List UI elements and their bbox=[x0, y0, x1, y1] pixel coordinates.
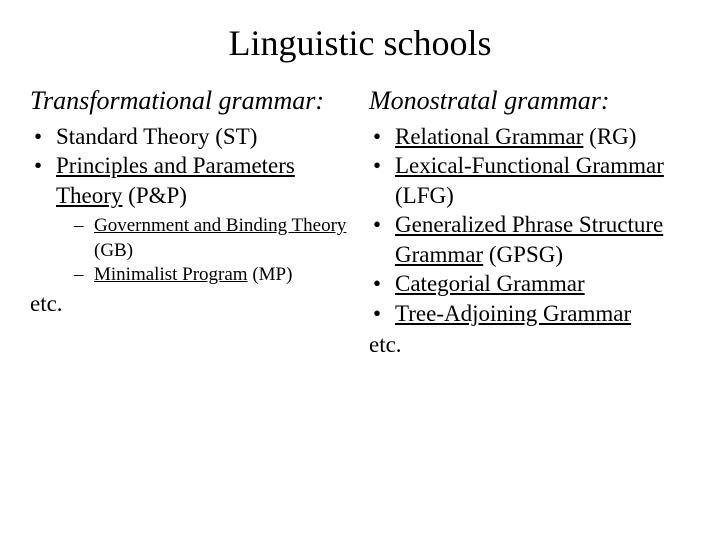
list-item-link[interactable]: Tree-Adjoining Grammar bbox=[395, 301, 631, 326]
right-list: Relational Grammar (RG) Lexical-Function… bbox=[369, 122, 690, 328]
list-item-text: (GPSG) bbox=[483, 242, 563, 267]
list-item-link[interactable]: Lexical-Functional Grammar bbox=[395, 153, 664, 178]
list-item-text: (MP) bbox=[248, 264, 293, 285]
list-item-link[interactable]: Government and Binding Theory bbox=[94, 215, 346, 236]
list-item: Categorial Grammar bbox=[369, 269, 690, 298]
list-item-link[interactable]: Relational Grammar bbox=[395, 124, 583, 149]
left-column: Transformational grammar: Standard Theor… bbox=[30, 86, 351, 358]
list-item-text: Standard Theory (ST) bbox=[56, 124, 257, 149]
left-heading: Transformational grammar: bbox=[30, 86, 351, 116]
left-list: Standard Theory (ST) Principles and Para… bbox=[30, 122, 351, 287]
right-column: Monostratal grammar: Relational Grammar … bbox=[369, 86, 690, 358]
list-item: Generalized Phrase Structure Grammar (GP… bbox=[369, 210, 690, 269]
list-item: Relational Grammar (RG) bbox=[369, 122, 690, 151]
right-etc: etc. bbox=[369, 332, 690, 358]
list-item: Tree-Adjoining Grammar bbox=[369, 299, 690, 328]
list-item: Standard Theory (ST) bbox=[30, 122, 351, 151]
list-item-link[interactable]: Categorial Grammar bbox=[395, 271, 585, 296]
slide: Linguistic schools Transformational gram… bbox=[0, 0, 720, 540]
left-sublist: Government and Binding Theory (GB) Minim… bbox=[72, 214, 351, 287]
list-item: Government and Binding Theory (GB) bbox=[72, 214, 351, 263]
columns: Transformational grammar: Standard Theor… bbox=[30, 86, 690, 358]
list-item-text: (P&P) bbox=[122, 183, 187, 208]
list-item: Principles and Parameters Theory (P&P) G… bbox=[30, 151, 351, 287]
list-item: Minimalist Program (MP) bbox=[72, 263, 351, 287]
list-item-text: (LFG) bbox=[395, 183, 454, 208]
list-item: Lexical-Functional Grammar (LFG) bbox=[369, 151, 690, 210]
list-item-text: (GB) bbox=[94, 240, 133, 261]
left-etc: etc. bbox=[30, 291, 351, 317]
list-item-text: (RG) bbox=[583, 124, 636, 149]
list-item-link[interactable]: Minimalist Program bbox=[94, 264, 248, 285]
right-heading: Monostratal grammar: bbox=[369, 86, 690, 116]
slide-title: Linguistic schools bbox=[30, 22, 690, 64]
